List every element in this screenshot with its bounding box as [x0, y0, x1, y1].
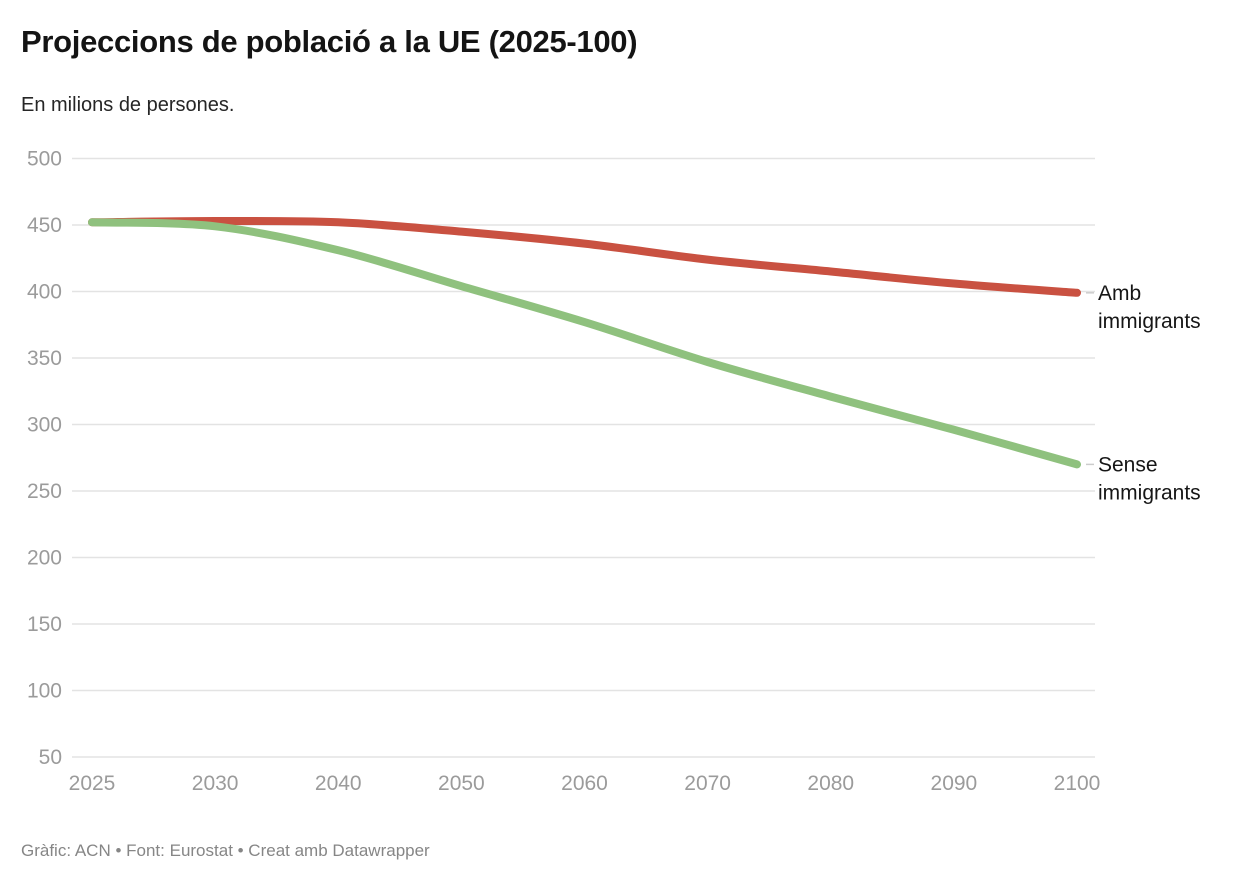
x-axis-tick-label: 2060: [561, 772, 608, 795]
y-axis-tick-label: 300: [27, 414, 62, 437]
chart-subtitle: En milions de persones.: [21, 94, 235, 116]
x-axis-tick-label: 2025: [69, 772, 116, 795]
line-chart: 50 100 150 200 250 300 350 400 450 500 2025 2030 204…: [0, 140, 1240, 802]
y-axis-tick-label: 250: [27, 480, 62, 503]
chart-title: Projeccions de població a la UE (2025-10…: [21, 24, 638, 59]
x-axis-tick-label: 2070: [684, 772, 731, 795]
x-axis-tick-label: 2030: [192, 772, 239, 795]
y-axis-tick-label: 450: [27, 214, 62, 237]
x-axis-tick-label: 2050: [438, 772, 485, 795]
y-axis-tick-label: 200: [27, 547, 62, 570]
x-axis-tick-label: 2090: [931, 772, 978, 795]
series-label-amb-immigrants: Amb immigrants: [1098, 282, 1201, 333]
x-axis-tick-label: 2040: [315, 772, 362, 795]
series-line-sense-immigrants: [88, 218, 1081, 469]
line-chart-svg: 50 100 150 200 250 300 350 400 450 500 2025 2030 204…: [27, 148, 1201, 796]
y-axis-tick-label: 350: [27, 347, 62, 370]
series-label-sense-immigrants: Sense immigrants: [1098, 453, 1201, 504]
x-axis-tick-label: 2080: [807, 772, 854, 795]
x-axis-tick-label: 2100: [1054, 772, 1101, 795]
y-axis-tick-label: 400: [27, 281, 62, 304]
y-axis-tick-label: 500: [27, 148, 62, 171]
y-axis-tick-label: 150: [27, 613, 62, 636]
series-line-amb-immigrants: [88, 216, 1081, 297]
y-axis-tick-label: 100: [27, 680, 62, 703]
chart-footer-byline: Gràfic: ACN • Font: Eurostat • Creat amb…: [21, 841, 430, 860]
y-axis-tick-label: 50: [39, 746, 62, 769]
